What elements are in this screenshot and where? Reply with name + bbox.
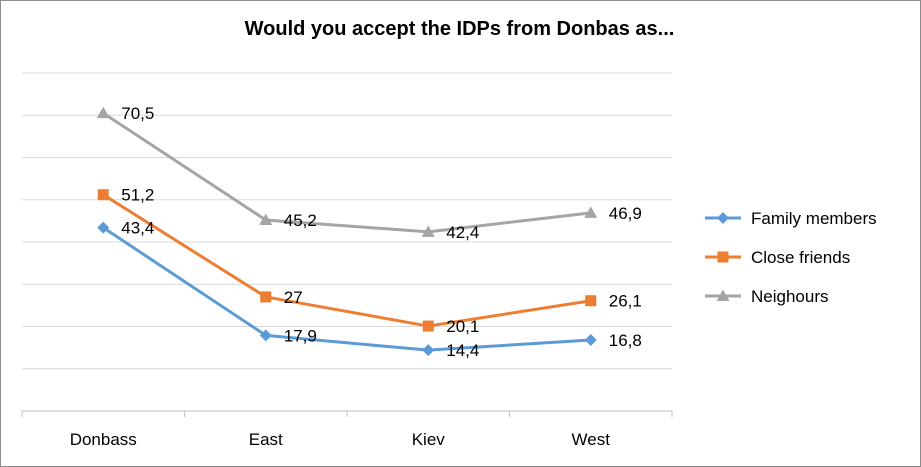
legend-label-neighours: Neighours	[751, 287, 829, 306]
legend-marker-neighours	[716, 289, 730, 301]
data-label-family-members: 43,4	[121, 219, 154, 238]
data-label-close-friends: 20,1	[446, 317, 479, 336]
data-point-family-members	[97, 221, 110, 234]
data-point-family-members	[584, 334, 597, 347]
data-point-close-friends	[97, 189, 109, 201]
legend-label-close-friends: Close friends	[751, 248, 850, 267]
data-label-family-members: 17,9	[284, 326, 317, 345]
data-point-neighours	[421, 225, 435, 237]
data-label-neighours: 42,4	[446, 223, 479, 242]
data-point-neighours	[96, 106, 110, 119]
data-point-close-friends	[260, 291, 272, 303]
chart-title: Would you accept the IDPs from Donbas as…	[244, 18, 675, 40]
x-tick-label-kiev: Kiev	[412, 430, 446, 449]
data-label-close-friends: 26,1	[609, 292, 642, 311]
legend-label-family-members: Family members	[751, 209, 877, 228]
series-line-close-friends	[101, 193, 593, 328]
data-point-close-friends	[422, 320, 434, 332]
data-label-neighours: 70,5	[121, 104, 154, 123]
data-label-neighours: 45,2	[284, 211, 317, 230]
legend-marker-close-friends	[717, 251, 729, 263]
data-label-close-friends: 51,2	[121, 186, 154, 205]
series-line-neighours	[101, 111, 593, 234]
data-point-neighours	[584, 206, 598, 218]
data-label-family-members: 16,8	[609, 331, 642, 350]
series-line-family-members	[101, 226, 593, 352]
legend-marker-family-members	[717, 212, 729, 224]
data-label-neighours: 46,9	[609, 204, 642, 223]
x-tick-label-donbass: Donbass	[70, 430, 137, 449]
data-label-family-members: 14,4	[446, 341, 479, 360]
data-point-family-members	[422, 344, 435, 357]
data-label-close-friends: 27	[284, 288, 303, 307]
data-point-family-members	[259, 329, 272, 342]
x-tick-label-east: East	[249, 430, 283, 449]
x-tick-label-west: West	[572, 430, 611, 449]
data-point-neighours	[259, 213, 273, 226]
data-point-close-friends	[585, 295, 597, 307]
